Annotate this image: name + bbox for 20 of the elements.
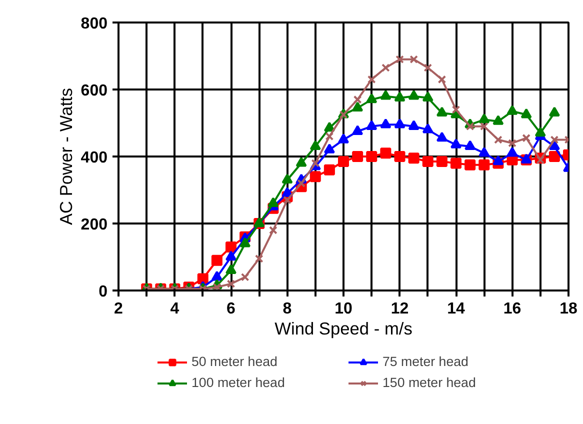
x-tick-label: 4 (170, 300, 180, 318)
x-tick-label: 14 (447, 300, 465, 318)
y-tick-label: 0 (98, 284, 108, 300)
x-tick-label: 18 (560, 300, 578, 318)
x-tick-label: 16 (503, 300, 522, 318)
legend-label: 150 meter head (382, 375, 477, 390)
x-tick-label: 2 (114, 300, 124, 318)
legend-label: 50 meter head (192, 354, 278, 369)
x-tick-label: 12 (390, 300, 409, 318)
y-tick-label: 200 (80, 216, 108, 234)
y-tick-label: 600 (80, 82, 108, 100)
x-tick-label: 8 (282, 300, 292, 318)
y-tick-label: 800 (80, 16, 108, 32)
y-axis-title: AC Power - Watts (56, 88, 76, 226)
y-tick-label: 400 (80, 150, 108, 166)
x-axis-title: Wind Speed - m/s (274, 318, 413, 338)
x-tick-label: 6 (226, 300, 236, 318)
legend-label: 100 meter head (192, 375, 286, 390)
x-tick-label: 10 (334, 300, 352, 318)
legend-label: 75 meter head (382, 354, 470, 369)
